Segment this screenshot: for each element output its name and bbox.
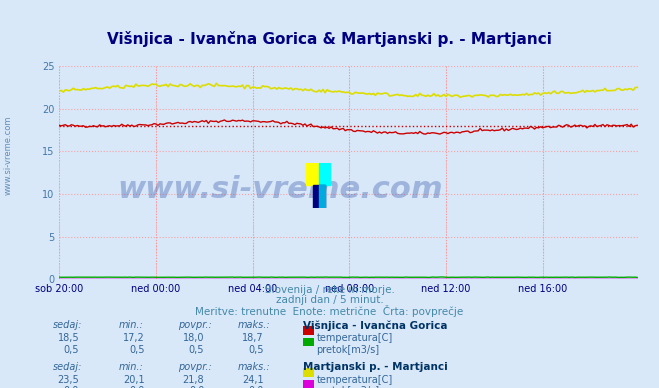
Text: pretok[m3/s]: pretok[m3/s] xyxy=(316,386,380,388)
Text: 0,0: 0,0 xyxy=(248,386,264,388)
Text: povpr.:: povpr.: xyxy=(178,362,212,372)
Text: 0,5: 0,5 xyxy=(248,345,264,355)
Text: maks.:: maks.: xyxy=(237,362,270,372)
Text: 0,5: 0,5 xyxy=(129,345,145,355)
Text: temperatura[C]: temperatura[C] xyxy=(316,375,393,385)
Text: sedaj:: sedaj: xyxy=(53,362,82,372)
Text: 0,5: 0,5 xyxy=(63,345,79,355)
Text: 24,1: 24,1 xyxy=(242,375,264,385)
Bar xyxy=(319,185,326,208)
Text: 0,5: 0,5 xyxy=(188,345,204,355)
Text: sedaj:: sedaj: xyxy=(53,320,82,330)
Text: www.si-vreme.com: www.si-vreme.com xyxy=(117,175,442,204)
Text: 18,7: 18,7 xyxy=(242,333,264,343)
Text: www.si-vreme.com: www.si-vreme.com xyxy=(3,116,13,195)
Text: min.:: min.: xyxy=(119,320,144,330)
Bar xyxy=(312,185,326,208)
Text: maks.:: maks.: xyxy=(237,320,270,330)
Text: 18,0: 18,0 xyxy=(183,333,204,343)
Text: 21,8: 21,8 xyxy=(183,375,204,385)
Text: Meritve: trenutne  Enote: metrične  Črta: povprečje: Meritve: trenutne Enote: metrične Črta: … xyxy=(195,305,464,317)
Text: temperatura[C]: temperatura[C] xyxy=(316,333,393,343)
Bar xyxy=(319,163,331,185)
Text: povpr.:: povpr.: xyxy=(178,320,212,330)
Text: 17,2: 17,2 xyxy=(123,333,145,343)
Text: Martjanski p. - Martjanci: Martjanski p. - Martjanci xyxy=(303,362,448,372)
Text: Višnjica - Ivančna Gorica: Višnjica - Ivančna Gorica xyxy=(303,320,447,331)
Text: Slovenija / reke in morje.: Slovenija / reke in morje. xyxy=(264,285,395,295)
Text: zadnji dan / 5 minut.: zadnji dan / 5 minut. xyxy=(275,295,384,305)
Bar xyxy=(306,163,319,185)
Text: 18,5: 18,5 xyxy=(57,333,79,343)
Text: Višnjica - Ivančna Gorica & Martjanski p. - Martjanci: Višnjica - Ivančna Gorica & Martjanski p… xyxy=(107,31,552,47)
Text: 20,1: 20,1 xyxy=(123,375,145,385)
Text: min.:: min.: xyxy=(119,362,144,372)
Text: 0,0: 0,0 xyxy=(64,386,79,388)
Text: 23,5: 23,5 xyxy=(57,375,79,385)
Text: 0,0: 0,0 xyxy=(189,386,204,388)
Text: 0,0: 0,0 xyxy=(130,386,145,388)
Text: pretok[m3/s]: pretok[m3/s] xyxy=(316,345,380,355)
